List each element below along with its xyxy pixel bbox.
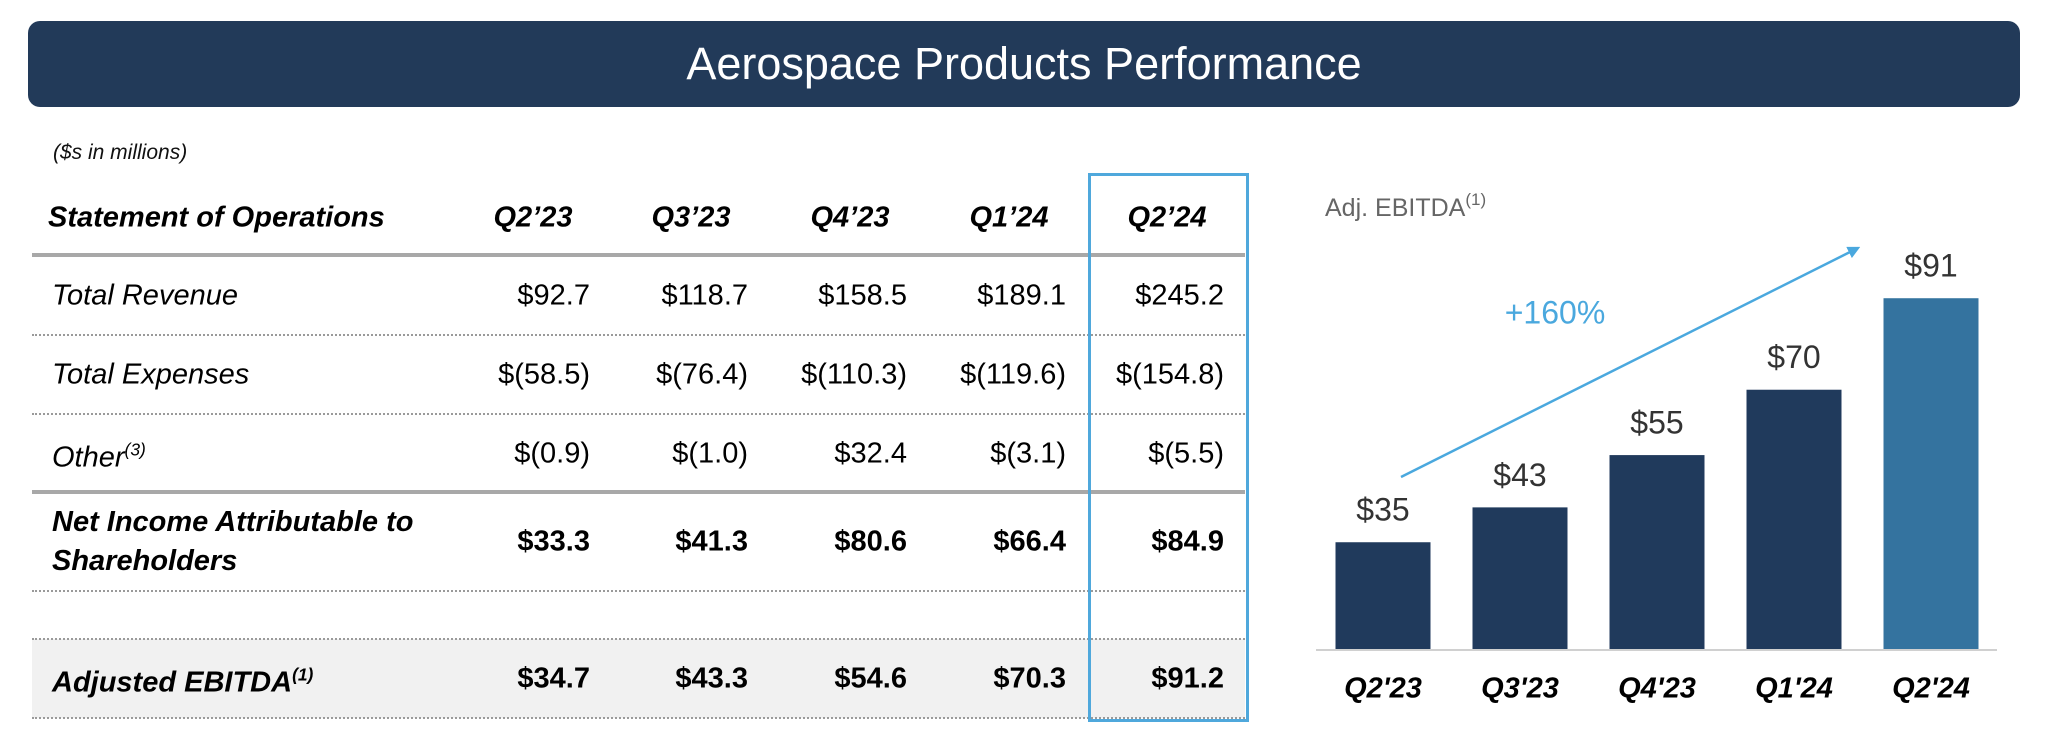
- value-label: $91: [1904, 248, 1957, 284]
- column-header: Q4’23: [810, 201, 890, 234]
- x-tick-label: Q4'23: [1618, 673, 1696, 705]
- cell-value: $43.3: [675, 662, 748, 695]
- x-tick-label: Q2'23: [1344, 673, 1422, 705]
- cell-value: $(3.1): [990, 437, 1066, 470]
- cell-value: $118.7: [661, 279, 748, 312]
- rule: [32, 638, 1245, 640]
- column-header: Q2’23: [493, 201, 573, 234]
- cell-value: $(76.4): [656, 358, 748, 391]
- x-tick-label: Q3'23: [1481, 673, 1559, 705]
- bar: [1883, 298, 1979, 649]
- growth-arrow: [1400, 246, 1861, 479]
- cell-value: $158.5: [818, 279, 907, 312]
- value-label: $70: [1767, 339, 1820, 375]
- row-label: Total Revenue: [52, 277, 652, 316]
- row-label-text: Net Income Attributable to Shareholders: [52, 506, 414, 577]
- header-title: Aerospace Products Performance: [686, 38, 1362, 89]
- row-label: Other(3): [52, 431, 652, 478]
- cell-value: $(110.3): [801, 358, 907, 391]
- column-header: Q2’24: [1127, 201, 1207, 234]
- row-label: Net Income Attributable to Shareholders: [52, 503, 472, 581]
- cell-value: $(119.6): [960, 358, 1066, 391]
- cell-value: $245.2: [1135, 279, 1224, 312]
- footnote-mark: (3): [124, 439, 146, 460]
- rule: [32, 413, 1245, 415]
- bar: [1609, 455, 1705, 649]
- rule: [32, 717, 1245, 719]
- cell-value: $91.2: [1151, 662, 1224, 695]
- cell-value: $(5.5): [1148, 437, 1224, 470]
- cell-value: $(58.5): [498, 358, 590, 391]
- row-label-text: Adjusted EBITDA: [52, 666, 293, 699]
- cell-value: $84.9: [1151, 525, 1224, 558]
- chart-title: Adj. EBITDA(1): [1325, 190, 1486, 221]
- rule: [32, 334, 1245, 336]
- column-header: Q1’24: [969, 201, 1049, 234]
- cell-value: $(0.9): [514, 437, 590, 470]
- rule: [32, 490, 1245, 494]
- row-label: Total Expenses: [52, 356, 652, 395]
- row-label-text: Total Revenue: [52, 279, 238, 312]
- highlight-box: [1088, 173, 1249, 722]
- footnote-mark: (1): [292, 664, 314, 685]
- bar: [1335, 542, 1431, 649]
- cell-value: $32.4: [834, 437, 907, 470]
- cell-value: $(1.0): [672, 437, 748, 470]
- cell-value: $34.7: [517, 662, 590, 695]
- rule: [32, 253, 1245, 257]
- shaded-row: [32, 639, 1245, 718]
- row-label-text: Total Expenses: [52, 358, 250, 391]
- bar: [1472, 507, 1568, 649]
- value-label: $43: [1493, 457, 1546, 493]
- row-label: Adjusted EBITDA(1): [52, 656, 652, 703]
- column-header: Q3’23: [651, 201, 731, 234]
- cell-value: $(154.8): [1115, 358, 1224, 391]
- x-tick-label: Q1'24: [1755, 673, 1833, 705]
- units-note: ($s in millions): [53, 141, 188, 164]
- column-header: Statement of Operations: [48, 201, 385, 234]
- x-tick-label: Q2'24: [1892, 673, 1970, 705]
- cell-value: $54.6: [834, 662, 907, 695]
- cell-value: $66.4: [993, 525, 1066, 558]
- cell-value: $189.1: [977, 279, 1066, 312]
- chart-title-text: Adj. EBITDA: [1325, 194, 1466, 222]
- cell-value: $33.3: [517, 525, 590, 558]
- header-bar: Aerospace Products Performance: [28, 21, 2020, 107]
- chart-title-note: (1): [1465, 190, 1486, 209]
- rule: [32, 590, 1245, 592]
- value-label: $55: [1630, 405, 1683, 441]
- row-label-text: Other: [52, 441, 125, 474]
- cell-value: $92.7: [517, 279, 590, 312]
- cell-value: $41.3: [675, 525, 748, 558]
- value-label: $35: [1356, 492, 1409, 528]
- cell-value: $70.3: [993, 662, 1066, 695]
- cell-value: $80.6: [834, 525, 907, 558]
- bar: [1746, 389, 1842, 649]
- annotation: +160%: [1505, 294, 1606, 330]
